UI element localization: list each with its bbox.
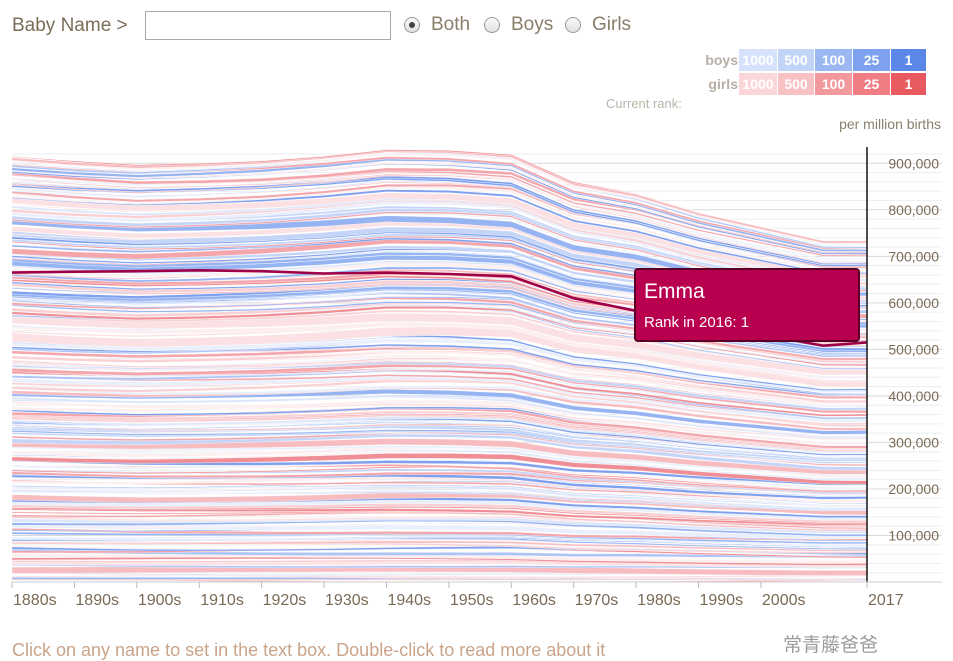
legend-row-girls: girls 1000 500 100 25 1	[700, 73, 926, 95]
y-tick-label: 100,000	[888, 527, 939, 543]
legend-boys-cell: 100	[815, 49, 852, 71]
legend-girls-cell: 1	[891, 73, 926, 95]
legend-girls-label: girls	[708, 76, 738, 92]
legend-boys-cell: 500	[778, 49, 814, 71]
units-label: per million births	[839, 116, 941, 132]
radio-girls[interactable]: Girls	[565, 14, 631, 36]
y-tick-label: 200,000	[888, 481, 939, 497]
radio-boys-dot[interactable]	[484, 17, 500, 33]
y-tick-label: 700,000	[888, 248, 939, 264]
y-tick-label: 400,000	[888, 388, 939, 404]
baby-name-input[interactable]	[145, 11, 391, 40]
legend-girls-cell: 100	[815, 73, 852, 95]
controls-panel: Baby Name > Both Boys Girls boys 1000 50…	[0, 0, 953, 140]
radio-both[interactable]: Both	[404, 14, 470, 36]
x-tick-label: 1880s	[13, 592, 57, 609]
radio-boys-label: Boys	[511, 14, 554, 35]
radio-boys[interactable]: Boys	[484, 14, 553, 36]
x-tick-label: 1930s	[325, 592, 369, 609]
x-tick-label: 1990s	[699, 592, 743, 609]
baby-name-label: Baby Name >	[12, 15, 128, 36]
x-tick-label: 1970s	[575, 592, 619, 609]
tooltip-rank: Rank in 2016: 1	[644, 314, 750, 331]
x-tick-label: 1980s	[637, 592, 681, 609]
girl-name-band	[11, 149, 867, 241]
legend-girls-cell: 1000	[739, 73, 777, 95]
legend-boys-cell: 1	[891, 49, 926, 71]
x-tick-label: 1910s	[200, 592, 244, 609]
tooltip-name: Emma	[644, 280, 705, 303]
instruction-text: Click on any name to set in the text box…	[12, 640, 606, 660]
legend-boys-cell: 25	[853, 49, 890, 71]
current-rank-label: Current rank:	[606, 96, 682, 111]
y-tick-label: 800,000	[888, 202, 939, 218]
legend-row-boys: boys 1000 500 100 25 1	[700, 49, 926, 71]
legend-girls-cell: 500	[778, 73, 814, 95]
y-tick-label: 600,000	[888, 295, 939, 311]
x-tick-label: 2000s	[762, 592, 806, 609]
y-tick-label: 300,000	[888, 434, 939, 450]
legend-boys-cell: 1000	[739, 49, 777, 71]
name-tooltip: Emma Rank in 2016: 1	[634, 268, 860, 342]
x-tick-label: 1950s	[450, 592, 494, 609]
legend-boys-label: boys	[705, 52, 738, 68]
x-tick-label: 1940s	[387, 592, 431, 609]
y-axis: 100,000 200,000 300,000 400,000 500,000 600,0…	[888, 155, 939, 543]
watermark: 常青藤爸爸	[783, 635, 879, 656]
x-axis: 1880s 1890s 1900s 1910s 1920s 1930s 1940s 1950s…	[11, 582, 904, 609]
legend-girls-cell: 25	[853, 73, 890, 95]
x-tick-label: 2017	[868, 592, 904, 609]
y-tick-label: 500,000	[888, 341, 939, 357]
radio-girls-label: Girls	[592, 14, 632, 35]
x-tick-label: 1920s	[263, 592, 307, 609]
y-tick-label: 900,000	[888, 155, 939, 171]
radio-both-dot[interactable]	[404, 17, 420, 33]
x-tick-label: 1890s	[75, 592, 119, 609]
x-tick-label: 1960s	[512, 592, 556, 609]
radio-girls-dot[interactable]	[565, 17, 581, 33]
x-tick-label: 1900s	[138, 592, 182, 609]
radio-both-label: Both	[431, 14, 471, 35]
